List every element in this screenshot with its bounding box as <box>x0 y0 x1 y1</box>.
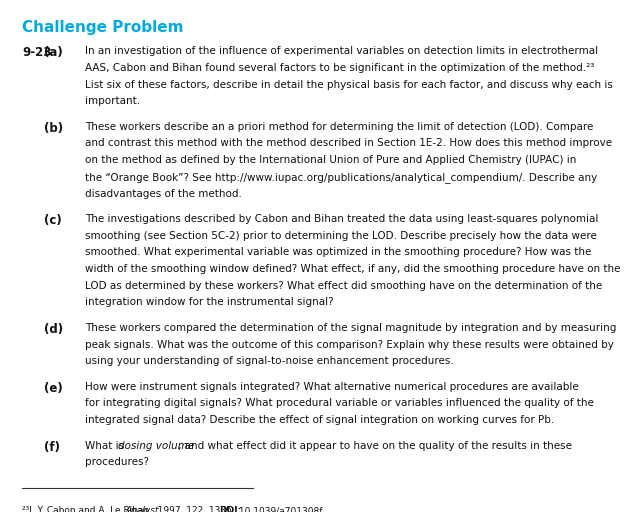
Text: , and what effect did it appear to have on the quality of the results in these: , and what effect did it appear to have … <box>178 440 572 451</box>
Text: on the method as defined by the International Union of Pure and Applied Chemistr: on the method as defined by the Internat… <box>85 155 577 165</box>
Text: 9-23: 9-23 <box>22 46 51 59</box>
Text: List six of these factors, describe in detail the physical basis for each factor: List six of these factors, describe in d… <box>85 80 613 90</box>
Text: What is: What is <box>85 440 128 451</box>
Text: ²³J. Y. Cabon and A. Le Bihan,: ²³J. Y. Cabon and A. Le Bihan, <box>22 506 155 512</box>
Text: , 1997, 122, 1335,: , 1997, 122, 1335, <box>152 506 237 512</box>
Text: (a): (a) <box>44 46 62 59</box>
Text: (c): (c) <box>44 214 62 227</box>
Text: The investigations described by Cabon and Bihan treated the data using least-squ: The investigations described by Cabon an… <box>85 214 598 224</box>
Text: Challenge Problem: Challenge Problem <box>22 19 183 35</box>
Text: AAS, Cabon and Bihan found several factors to be significant in the optimization: AAS, Cabon and Bihan found several facto… <box>85 63 595 73</box>
Text: How were instrument signals integrated? What alternative numerical procedures ar: How were instrument signals integrated? … <box>85 382 579 392</box>
Text: (f): (f) <box>44 440 60 454</box>
Text: (b): (b) <box>44 122 63 135</box>
Text: 10.1039/a701308f.: 10.1039/a701308f. <box>236 506 325 512</box>
Text: important.: important. <box>85 96 140 106</box>
Text: smoothing (see Section 5C-2) prior to determining the LOD. Describe precisely ho: smoothing (see Section 5C-2) prior to de… <box>85 231 597 241</box>
Text: integrated signal data? Describe the effect of signal integration on working cur: integrated signal data? Describe the eff… <box>85 415 555 425</box>
Text: LOD as determined by these workers? What effect did smoothing have on the determ: LOD as determined by these workers? What… <box>85 281 603 291</box>
Text: Analyst: Analyst <box>126 506 159 512</box>
Text: (e): (e) <box>44 382 62 395</box>
Text: for integrating digital signals? What procedural variable or variables influence: for integrating digital signals? What pr… <box>85 398 594 409</box>
Text: and contrast this method with the method described in Section 1E-2. How does thi: and contrast this method with the method… <box>85 138 612 148</box>
Text: integration window for the instrumental signal?: integration window for the instrumental … <box>85 297 334 307</box>
Text: disadvantages of the method.: disadvantages of the method. <box>85 188 242 199</box>
Text: procedures?: procedures? <box>85 457 149 467</box>
Text: the “Orange Book”? See http://www.iupac.org/publications/analytical_compendium/.: the “Orange Book”? See http://www.iupac.… <box>85 172 598 183</box>
Text: These workers compared the determination of the signal magnitude by integration : These workers compared the determination… <box>85 323 617 333</box>
Text: smoothed. What experimental variable was optimized in the smoothing procedure? H: smoothed. What experimental variable was… <box>85 247 592 258</box>
Text: peak signals. What was the outcome of this comparison? Explain why these results: peak signals. What was the outcome of th… <box>85 339 614 350</box>
Text: DOI:: DOI: <box>218 506 241 512</box>
Text: (d): (d) <box>44 323 63 336</box>
Text: width of the smoothing window defined? What effect, if any, did the smoothing pr: width of the smoothing window defined? W… <box>85 264 621 274</box>
Text: In an investigation of the influence of experimental variables on detection limi: In an investigation of the influence of … <box>85 46 598 56</box>
Text: using your understanding of signal-to-noise enhancement procedures.: using your understanding of signal-to-no… <box>85 356 454 366</box>
Text: These workers describe an a priori method for determining the limit of detection: These workers describe an a priori metho… <box>85 122 593 132</box>
Text: dosing volume: dosing volume <box>119 440 195 451</box>
